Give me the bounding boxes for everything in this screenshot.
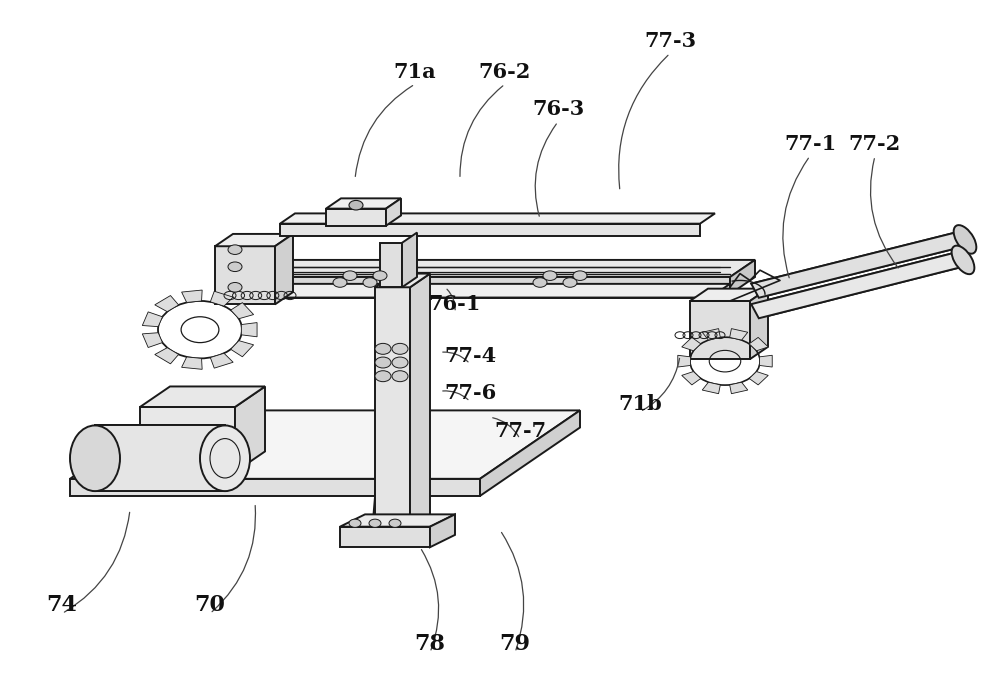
Polygon shape xyxy=(215,234,293,246)
Text: 71a: 71a xyxy=(394,62,436,82)
Polygon shape xyxy=(380,243,402,287)
Polygon shape xyxy=(231,302,254,319)
Polygon shape xyxy=(155,295,179,312)
Polygon shape xyxy=(749,371,768,385)
Polygon shape xyxy=(220,277,730,294)
Polygon shape xyxy=(140,386,265,407)
Polygon shape xyxy=(702,382,720,394)
Text: 77-3: 77-3 xyxy=(644,31,696,51)
Polygon shape xyxy=(682,371,701,385)
Circle shape xyxy=(343,271,357,280)
Polygon shape xyxy=(220,260,755,277)
Polygon shape xyxy=(340,527,430,547)
Circle shape xyxy=(228,262,242,272)
Circle shape xyxy=(349,200,363,210)
Polygon shape xyxy=(275,234,293,304)
Polygon shape xyxy=(375,287,410,530)
Polygon shape xyxy=(95,425,225,491)
Text: 77-2: 77-2 xyxy=(849,133,901,154)
Circle shape xyxy=(573,271,587,280)
Polygon shape xyxy=(340,514,455,527)
Polygon shape xyxy=(386,198,401,226)
Polygon shape xyxy=(682,337,701,351)
Text: 77-4: 77-4 xyxy=(444,345,496,366)
Circle shape xyxy=(392,357,408,368)
Circle shape xyxy=(375,343,391,354)
Text: 76-3: 76-3 xyxy=(532,99,584,120)
Polygon shape xyxy=(749,337,768,351)
Polygon shape xyxy=(730,260,755,294)
Polygon shape xyxy=(142,312,162,327)
Text: 70: 70 xyxy=(195,594,225,616)
Polygon shape xyxy=(231,341,254,357)
Polygon shape xyxy=(142,332,162,347)
Circle shape xyxy=(543,271,557,280)
Circle shape xyxy=(375,357,391,368)
Polygon shape xyxy=(750,289,768,359)
Polygon shape xyxy=(410,274,430,530)
Ellipse shape xyxy=(200,425,250,491)
Circle shape xyxy=(363,278,377,287)
Polygon shape xyxy=(690,289,768,301)
Text: 76-2: 76-2 xyxy=(479,62,531,82)
Polygon shape xyxy=(235,386,265,472)
Polygon shape xyxy=(480,410,580,496)
Text: 78: 78 xyxy=(415,633,446,655)
Circle shape xyxy=(389,519,401,527)
Polygon shape xyxy=(182,357,202,369)
Circle shape xyxy=(375,371,391,382)
Polygon shape xyxy=(375,274,430,287)
Polygon shape xyxy=(155,347,179,364)
Text: 77-6: 77-6 xyxy=(444,383,496,404)
Circle shape xyxy=(392,371,408,382)
Text: 74: 74 xyxy=(47,594,77,616)
Text: 77-7: 77-7 xyxy=(494,421,546,441)
Circle shape xyxy=(333,278,347,287)
Polygon shape xyxy=(751,253,962,318)
Polygon shape xyxy=(270,284,730,298)
Polygon shape xyxy=(430,514,455,547)
Polygon shape xyxy=(326,209,386,226)
Polygon shape xyxy=(759,355,772,367)
Text: 77-1: 77-1 xyxy=(784,133,836,154)
Circle shape xyxy=(533,278,547,287)
Polygon shape xyxy=(270,289,710,298)
Circle shape xyxy=(349,519,361,527)
Polygon shape xyxy=(210,291,233,306)
Polygon shape xyxy=(140,407,235,472)
Circle shape xyxy=(228,245,242,254)
Text: 76-1: 76-1 xyxy=(429,294,481,315)
Polygon shape xyxy=(402,233,417,287)
Polygon shape xyxy=(70,479,480,496)
Ellipse shape xyxy=(70,425,120,491)
Circle shape xyxy=(392,343,408,354)
Polygon shape xyxy=(280,213,715,224)
Polygon shape xyxy=(210,353,233,368)
Polygon shape xyxy=(326,198,401,209)
Polygon shape xyxy=(751,233,964,298)
Polygon shape xyxy=(70,410,580,479)
Circle shape xyxy=(369,519,381,527)
Ellipse shape xyxy=(952,246,974,274)
Polygon shape xyxy=(280,224,700,236)
Polygon shape xyxy=(730,328,748,340)
Ellipse shape xyxy=(954,225,976,254)
Polygon shape xyxy=(182,290,202,302)
Circle shape xyxy=(373,271,387,280)
Polygon shape xyxy=(730,382,748,394)
Polygon shape xyxy=(678,355,691,367)
Circle shape xyxy=(228,282,242,292)
Polygon shape xyxy=(215,246,275,304)
Text: 79: 79 xyxy=(500,633,530,655)
Polygon shape xyxy=(241,323,257,337)
Polygon shape xyxy=(702,328,720,340)
Text: 71b: 71b xyxy=(618,393,662,414)
Polygon shape xyxy=(690,301,750,359)
Circle shape xyxy=(563,278,577,287)
